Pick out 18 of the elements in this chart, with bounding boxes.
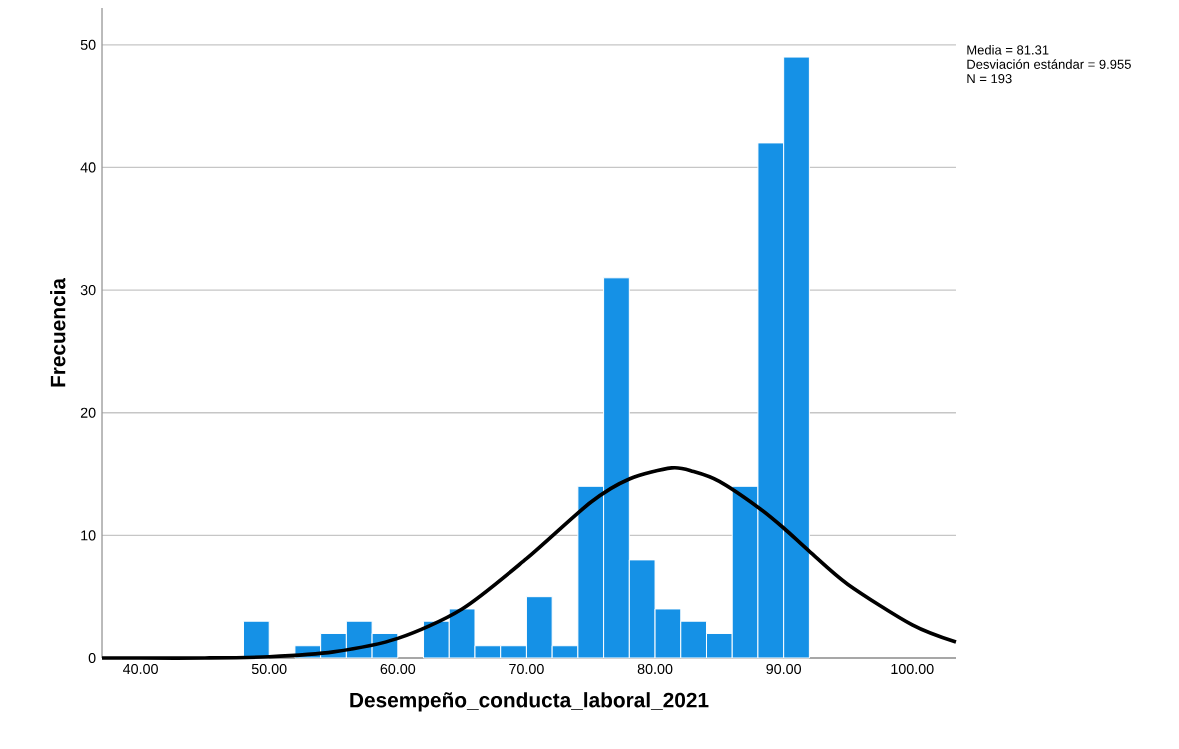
y-tick-label: 0 — [88, 652, 96, 664]
x-tick-label: 60.00 — [380, 663, 416, 675]
x-tick-label: 40.00 — [123, 663, 158, 675]
y-axis-title: Frecuencia — [50, 277, 66, 387]
x-tick-label: 80.00 — [637, 663, 673, 675]
text: N = 193 — [967, 74, 1012, 84]
x-tick-label: 70.00 — [509, 663, 544, 675]
x-tick-label: 90.00 — [766, 663, 802, 675]
text: Desviación estándar = 9.955 — [967, 59, 1131, 69]
x-axis-title: Desempeño_conducta_laboral_2021 — [350, 692, 709, 712]
y-tick-label: 50 — [80, 39, 96, 50]
y-tick-label: 20 — [80, 407, 96, 418]
x-tick-label: 100.00 — [891, 663, 934, 675]
y-tick-label: 30 — [80, 285, 96, 296]
y-tick-label: 10 — [81, 530, 96, 541]
text: Media = 81.31 — [967, 45, 1049, 55]
x-tick-label: 50.00 — [251, 663, 287, 675]
y-tick-label: 40 — [80, 162, 96, 173]
